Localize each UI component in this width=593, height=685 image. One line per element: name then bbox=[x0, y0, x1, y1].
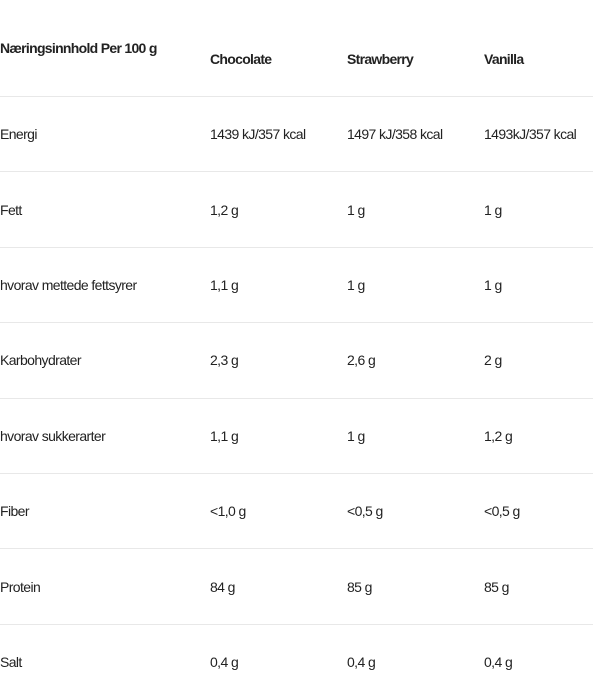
vanilla-value: 1 g bbox=[484, 201, 502, 218]
table-header-row: Næringsinnhold Per 100 g Chocolate Straw… bbox=[0, 0, 593, 97]
strawberry-value: 1 g bbox=[347, 201, 365, 218]
chocolate-value: 2,3 g bbox=[210, 352, 239, 369]
chocolate-value: 0,4 g bbox=[210, 654, 239, 671]
strawberry-value: <0,5 g bbox=[347, 503, 383, 520]
table-row: Protein 84 g 85 g 85 g bbox=[0, 549, 593, 625]
chocolate-value: 1439 kJ/357 kcal bbox=[210, 126, 306, 143]
table-row: Fiber <1,0 g <0,5 g <0,5 g bbox=[0, 474, 593, 550]
nutrient-label: Energi bbox=[0, 126, 37, 143]
table-row: Energi 1439 kJ/357 kcal 1497 kJ/358 kcal… bbox=[0, 97, 593, 173]
table-row: Salt 0,4 g 0,4 g 0,4 g bbox=[0, 625, 593, 685]
vanilla-value: 1493kJ/357 kcal bbox=[484, 126, 577, 143]
table-row: hvorav mettede fettsyrer 1,1 g 1 g 1 g bbox=[0, 248, 593, 324]
nutrient-label: Fett bbox=[0, 201, 22, 218]
chocolate-value: <1,0 g bbox=[210, 503, 246, 520]
nutrient-label: hvorav mettede fettsyrer bbox=[0, 276, 137, 293]
nutrient-label: hvorav sukkerarter bbox=[0, 427, 106, 444]
chocolate-value: 84 g bbox=[210, 578, 235, 595]
chocolate-value: 1,2 g bbox=[210, 201, 239, 218]
strawberry-value: 0,4 g bbox=[347, 654, 376, 671]
header-nutrient: Næringsinnhold Per 100 g bbox=[0, 40, 157, 56]
vanilla-value: 0,4 g bbox=[484, 654, 513, 671]
header-strawberry: Strawberry bbox=[347, 51, 414, 67]
strawberry-value: 1497 kJ/358 kcal bbox=[347, 126, 443, 143]
nutrient-label: Karbohydrater bbox=[0, 352, 82, 369]
vanilla-value: 2 g bbox=[484, 352, 502, 369]
vanilla-value: 85 g bbox=[484, 578, 509, 595]
vanilla-value: 1 g bbox=[484, 276, 502, 293]
strawberry-value: 1 g bbox=[347, 427, 365, 444]
strawberry-value: 85 g bbox=[347, 578, 372, 595]
vanilla-value: 1,2 g bbox=[484, 427, 513, 444]
chocolate-value: 1,1 g bbox=[210, 427, 239, 444]
nutrient-label: Salt bbox=[0, 654, 22, 671]
vanilla-value: <0,5 g bbox=[484, 503, 520, 520]
chocolate-value: 1,1 g bbox=[210, 276, 239, 293]
table-row: Fett 1,2 g 1 g 1 g bbox=[0, 172, 593, 248]
header-vanilla: Vanilla bbox=[484, 51, 524, 67]
header-chocolate: Chocolate bbox=[210, 51, 272, 67]
nutrient-label: Protein bbox=[0, 578, 41, 595]
nutrient-label: Fiber bbox=[0, 503, 30, 520]
table-row: hvorav sukkerarter 1,1 g 1 g 1,2 g bbox=[0, 399, 593, 474]
strawberry-value: 1 g bbox=[347, 276, 365, 293]
table-row: Karbohydrater 2,3 g 2,6 g 2 g bbox=[0, 323, 593, 399]
strawberry-value: 2,6 g bbox=[347, 352, 376, 369]
